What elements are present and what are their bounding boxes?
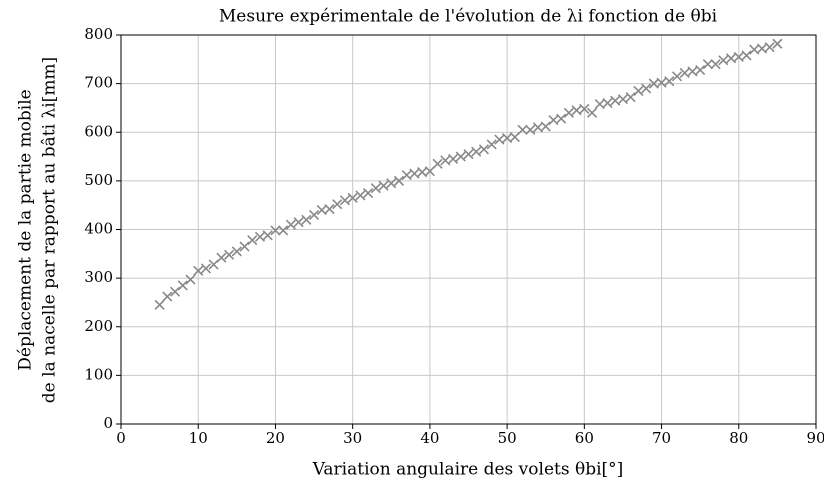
marker <box>617 94 629 105</box>
y-axis-label: de la nacelle par rapport au bâti λi[mm] <box>40 57 60 403</box>
marker <box>556 113 567 124</box>
marker <box>687 66 698 77</box>
marker <box>463 149 474 160</box>
marker <box>679 67 690 78</box>
y-tick-label: 200 <box>84 317 113 335</box>
marker <box>424 166 435 177</box>
marker <box>193 265 204 276</box>
marker <box>285 219 296 230</box>
marker <box>548 115 559 126</box>
marker <box>478 144 490 155</box>
x-tick-label: 70 <box>652 429 671 447</box>
marker <box>725 53 737 64</box>
marker <box>401 169 412 181</box>
marker <box>169 286 181 297</box>
marker <box>278 225 289 236</box>
marker <box>177 280 188 291</box>
marker <box>270 225 281 236</box>
marker <box>301 214 312 225</box>
marker <box>224 249 235 260</box>
marker <box>239 241 250 252</box>
chart-title: Mesure expérimentale de l'évolution de λ… <box>219 7 718 27</box>
x-tick-label: 40 <box>420 429 439 447</box>
marker <box>664 76 675 87</box>
y-axis-label: Déplacement de la partie mobile <box>16 89 36 370</box>
plot-frame <box>120 34 817 425</box>
marker <box>447 153 459 165</box>
marker <box>571 105 582 116</box>
marker <box>355 190 366 201</box>
x-tick-label: 20 <box>266 429 285 447</box>
marker <box>393 175 405 186</box>
marker <box>332 199 343 210</box>
marker <box>756 43 768 54</box>
marker <box>363 187 374 199</box>
marker <box>231 246 242 257</box>
marker <box>641 83 652 94</box>
marker <box>517 124 528 135</box>
x-tick-label: 60 <box>575 429 594 447</box>
x-tick-label: 10 <box>189 429 208 447</box>
marker <box>200 263 212 274</box>
marker <box>370 183 381 194</box>
marker <box>525 124 536 135</box>
marker <box>710 59 721 70</box>
marker <box>378 180 389 191</box>
y-tick-label: 400 <box>84 220 113 238</box>
marker <box>695 64 706 76</box>
y-tick-label: 500 <box>84 171 113 189</box>
marker <box>741 50 752 61</box>
marker <box>409 168 420 179</box>
marker <box>494 134 505 145</box>
marker <box>324 204 335 215</box>
marker <box>247 235 258 246</box>
marker <box>440 155 451 166</box>
x-axis-label: Variation angulaire des volets θbi[°] <box>312 460 624 480</box>
marker <box>509 132 520 143</box>
marker <box>586 107 598 118</box>
marker <box>540 121 551 132</box>
y-tick-label: 0 <box>103 414 113 432</box>
x-tick-label: 0 <box>116 429 126 447</box>
y-tick-label: 300 <box>84 268 113 286</box>
x-tick-label: 80 <box>729 429 748 447</box>
marker <box>154 299 165 310</box>
y-tick-label: 100 <box>84 365 113 383</box>
marker <box>386 178 397 189</box>
marker <box>579 103 590 114</box>
marker <box>293 217 304 228</box>
marker <box>633 85 644 96</box>
marker <box>262 230 273 241</box>
marker <box>610 95 621 106</box>
marker <box>216 252 227 263</box>
marker <box>308 209 320 220</box>
marker <box>671 71 683 82</box>
marker <box>254 231 266 242</box>
x-tick-label: 90 <box>806 429 824 447</box>
marker <box>656 77 667 88</box>
marker <box>455 151 466 162</box>
marker <box>718 55 729 66</box>
marker <box>347 192 358 203</box>
marker <box>625 92 636 103</box>
marker <box>185 274 196 285</box>
marker <box>432 158 443 169</box>
marker <box>764 42 775 53</box>
x-tick-label: 30 <box>343 429 362 447</box>
marker <box>339 195 351 206</box>
marker <box>733 51 744 62</box>
marker <box>772 38 783 49</box>
y-tick-label: 700 <box>84 74 113 92</box>
y-tick-label: 600 <box>84 122 113 140</box>
marker <box>702 59 713 70</box>
marker <box>471 146 482 157</box>
marker <box>162 291 173 302</box>
x-tick-label: 50 <box>498 429 517 447</box>
marker <box>563 107 574 118</box>
marker <box>602 98 613 109</box>
marker <box>486 139 497 150</box>
y-tick-label: 800 <box>84 25 113 43</box>
